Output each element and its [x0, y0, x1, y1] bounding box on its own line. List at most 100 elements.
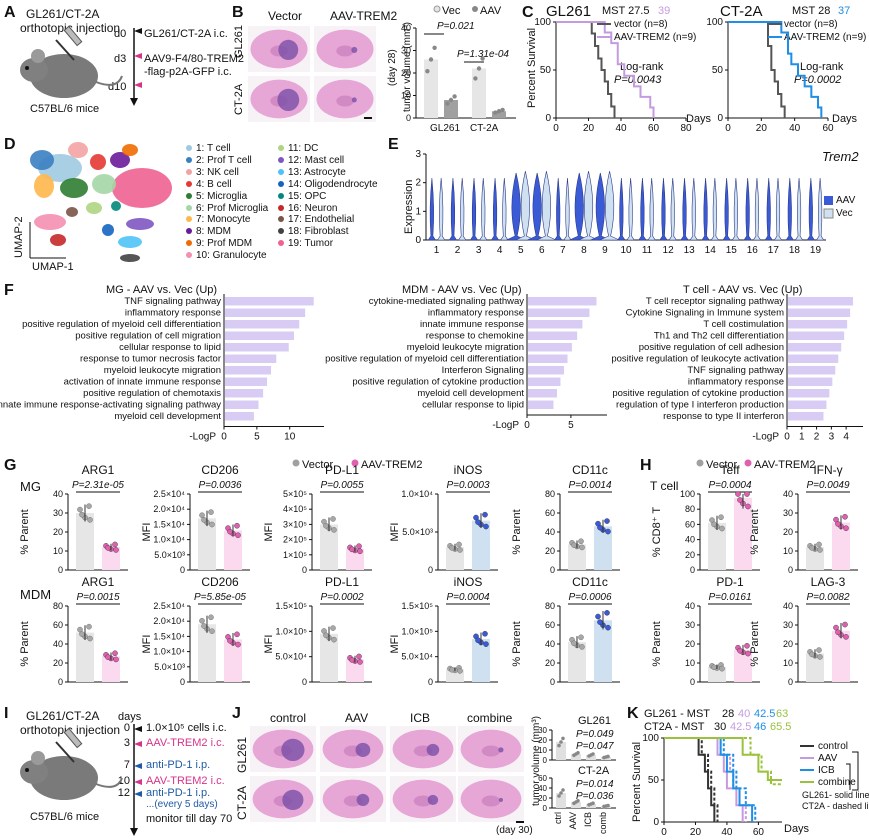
umap-cluster-2 — [30, 150, 54, 170]
b-ytick-label: 0 — [406, 113, 411, 123]
j-brain-gl261-core — [481, 745, 501, 757]
k-sig-bracket-2 — [846, 763, 851, 790]
panel-b-xcat-ct2a: CT-2A — [470, 123, 499, 134]
panel-c-left-p: P=0.0043 — [614, 74, 662, 86]
violin-aav — [764, 178, 773, 241]
dotbar-dot-aav — [604, 610, 610, 616]
panel-a-mouse-illustration-tail — [95, 75, 123, 86]
violin-vec — [752, 178, 762, 241]
violin-aav — [743, 178, 752, 241]
dotbar-dot-aav — [835, 521, 841, 527]
umap-legend-label: 4: B cell — [196, 178, 232, 190]
dotbar-ytick-label: 80 — [545, 601, 555, 611]
dotbar-ytick-label: 2.0×10⁴ — [153, 504, 185, 514]
umap-legend-item: 12: Mast cell — [278, 155, 378, 167]
k-mst-line1-v3: 63 — [776, 708, 789, 720]
dotbar-dot-aav — [842, 514, 848, 520]
b-dot — [432, 45, 437, 50]
panel-a-day-0: d0 — [114, 28, 127, 40]
dotbar-bar-aav — [832, 522, 850, 570]
dotbar-dot-aav — [357, 659, 363, 665]
panel-b-col-vector: Vector — [268, 9, 303, 23]
dotbar-ylabel: MFI — [389, 523, 401, 542]
panel-letter-j: J — [232, 705, 241, 722]
dotbar-bar-vector — [806, 547, 824, 570]
dotbar-title: iNOS — [454, 575, 483, 589]
c-right-xtick-label: 60 — [822, 123, 834, 134]
umap-cluster-7 — [92, 174, 116, 194]
panel-i-step-day: 0 — [123, 722, 130, 734]
go-title-mg: MG - AAV vs. Vec (Up) — [106, 284, 218, 296]
go-bar — [528, 297, 597, 306]
go-bar — [225, 320, 300, 329]
j-xcat-label: ctrl — [553, 812, 563, 824]
dotbar-ytick-label: 1.0×10⁴ — [153, 647, 185, 657]
dotbar-ytick-label: 40 — [53, 639, 63, 649]
umap-legend-item: 17: Endothelial — [278, 214, 378, 226]
panel-c-left-mst: MST 27.5 — [602, 5, 650, 17]
panel-i-mouse-illustration-eye — [25, 768, 29, 772]
dotbar-pvalue: P=0.0161 — [708, 592, 751, 603]
umap-legend-label: 13: Astrocyte — [288, 166, 346, 178]
dotbar-ytick-label: 40 — [545, 639, 555, 649]
umap-legend-item: 16: Neuron — [278, 203, 378, 215]
dotbar-bar-vector — [198, 624, 216, 682]
b-dot — [493, 110, 498, 115]
dotbar-ytick-label: 0 — [58, 565, 63, 575]
dotbar-dot-vector — [331, 636, 337, 643]
c-left-ytick-label: 0 — [545, 113, 551, 124]
umap-legend-label: 5: Microglia — [196, 190, 248, 202]
violin-vec — [500, 178, 509, 241]
dotbar-ytick-label: 1.0×10⁴ — [153, 535, 185, 545]
b-brain-aav-gl261-core — [336, 45, 354, 57]
dotbar-dot-vector — [571, 542, 577, 548]
umap-legend-right: 11: DC 12: Mast cell 13: Astrocyte 14: Olig… — [278, 143, 378, 250]
umap-legend-label: 3: NK cell — [196, 166, 239, 178]
violin-xtick-label: 3 — [476, 245, 482, 256]
dotbar-ytick-label: 5.0×10⁴ — [275, 652, 307, 662]
panel-a-mouse-illustration-ear — [31, 49, 45, 63]
panel-i-step-marker — [134, 763, 142, 769]
j-bottom-dot — [606, 803, 610, 808]
violin-vec — [689, 178, 698, 241]
dotbar-dot-vector — [79, 511, 85, 518]
panel-i-mouse-illustration-body — [30, 756, 98, 800]
dotbar-title: PD-L1 — [325, 575, 359, 589]
dotbar-pvalue: P=0.0004 — [708, 480, 752, 491]
c-left-curve-aav — [556, 21, 655, 118]
panel-a-step-0: GL261/CT-2A i.c. — [144, 28, 228, 40]
dotbar-title: ARG1 — [82, 575, 115, 589]
j-brain-gl261 — [458, 726, 524, 772]
j-top-dot — [591, 752, 595, 756]
k-mst-line2-v2: 46 — [754, 721, 767, 733]
umap-cluster-5 — [112, 168, 172, 208]
go-xtick-label: 4 — [843, 432, 849, 443]
umap-legend-item: 19: Tumor — [278, 238, 378, 250]
dotbar-dot-aav — [113, 547, 119, 553]
dotbar-ytick-label: 20 — [783, 639, 793, 649]
panel-a-model: GL261/CT-2A — [26, 7, 100, 21]
panel-i-step-text: ...(every 5 days) — [146, 799, 218, 810]
go-xlabel: -LogP — [189, 432, 216, 443]
dotbar-dot-vector — [323, 632, 329, 639]
j-brain-ct2a-tumor — [356, 793, 370, 806]
go-bar — [528, 331, 578, 340]
umap-axis-x: UMAP-1 — [32, 261, 74, 273]
k-mst-line1-prefix: GL261 - MST — [644, 708, 711, 720]
go-term-label: positive regulation of leukocyte activat… — [611, 354, 784, 365]
panel-i-step-day: 10 — [117, 775, 130, 787]
dotbar-dot-aav — [745, 503, 751, 510]
violin-xtick-label: 5 — [518, 245, 524, 256]
go-term-label: cellular response to lipid — [119, 342, 221, 353]
c-left-xtick-label: 20 — [583, 123, 595, 134]
violin-aav — [806, 178, 815, 241]
dotbar-ytick-label: 1.0×10⁵ — [275, 626, 307, 636]
panel-c-right-xunit: Days — [832, 113, 858, 125]
go-term-label: positive regulation of myeloid cell diff… — [22, 319, 221, 330]
violin-xtick-label: 17 — [768, 245, 780, 256]
violin-aav — [617, 178, 626, 241]
j-xcat-label: AAV — [568, 812, 578, 829]
b-dot — [448, 97, 454, 103]
violin-xtick-label: 15 — [726, 245, 738, 256]
k-ytick-label: 0 — [653, 817, 659, 828]
